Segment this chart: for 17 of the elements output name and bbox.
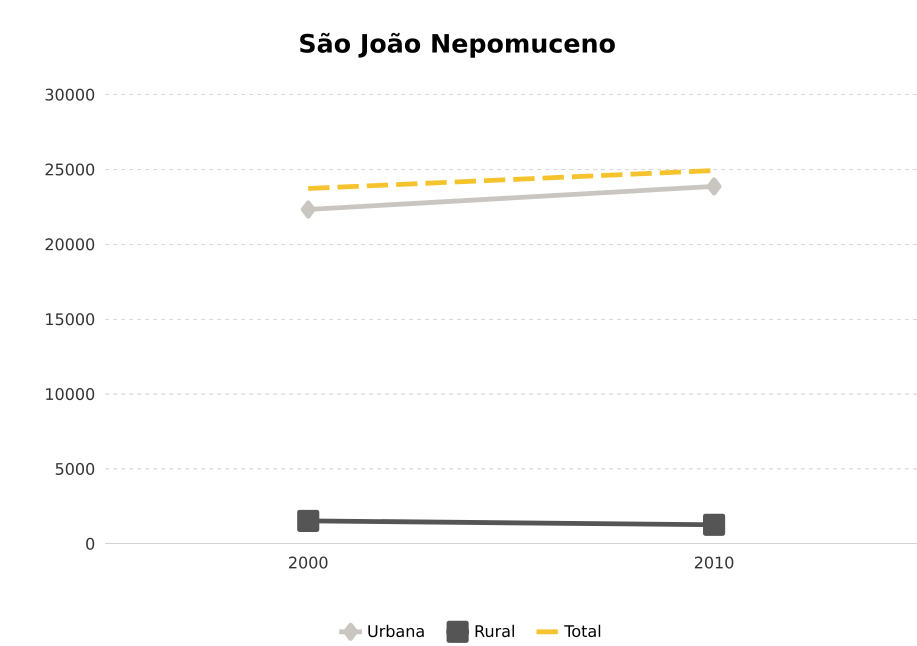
y-tick-label: 0: [86, 538, 94, 550]
y-tick-label: 10000: [46, 388, 94, 400]
y-tick-label: 15000: [46, 313, 94, 326]
point: [706, 177, 722, 196]
y-tick-label: 30000: [46, 88, 94, 101]
y-tick-label: 20000: [46, 238, 94, 251]
legend-label: Urbana: [368, 624, 424, 638]
point: [300, 200, 316, 219]
x-tick-label: 2010: [694, 556, 734, 569]
point: [297, 510, 320, 532]
chart-title: São João Nepomuceno: [300, 32, 615, 58]
legend-label: Total: [564, 624, 600, 638]
y-tick-label: 5000: [56, 463, 94, 476]
y-tick-label: 25000: [46, 164, 94, 176]
point: [703, 514, 726, 536]
legend-label: Rural: [476, 624, 514, 638]
x-tick-label: 2000: [289, 556, 328, 569]
